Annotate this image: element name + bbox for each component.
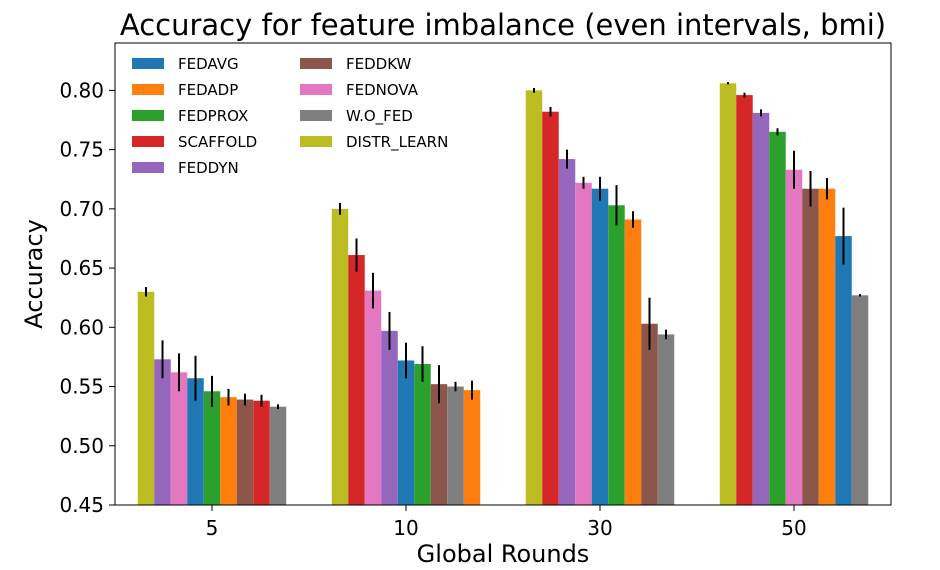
x-tick-label: 10 — [393, 516, 418, 540]
bar-feddkw-round-30 — [641, 324, 658, 505]
bar-w-o-fed-round-30 — [658, 334, 675, 505]
bar-fedadp-round-50 — [819, 189, 836, 505]
bar-fednova-round-50 — [786, 170, 803, 505]
legend-label-fednova: FEDNOVA — [346, 81, 419, 99]
legend-label-fedprox: FEDPROX — [178, 107, 248, 125]
legend-swatch-fednova — [300, 84, 332, 95]
bar-fedadp-round-10 — [464, 390, 481, 505]
y-axis-label: Accuracy — [20, 219, 48, 329]
bar-chart: Accuracy for feature imbalance (even int… — [0, 0, 940, 570]
legend-label-w-o-fed: W.O_FED — [346, 107, 413, 126]
legend-swatch-fedadp — [132, 84, 164, 95]
bar-fedprox-round-50 — [769, 132, 786, 505]
bar-feddyn-round-50 — [753, 113, 770, 505]
bar-scaffold-round-30 — [542, 112, 559, 505]
bar-fedprox-round-5 — [204, 391, 221, 505]
legend: FEDAVG FEDADP FEDPROX SCAFFOLD FEDDYN FEDDKW F… — [132, 55, 448, 177]
bar-fedprox-round-10 — [414, 364, 431, 505]
legend-swatch-feddyn — [132, 162, 164, 173]
legend-swatch-distr-learn — [300, 136, 332, 147]
legend-label-fedadp: FEDADP — [178, 81, 238, 99]
bar-w-o-fed-round-5 — [270, 407, 287, 505]
bar-fedadp-round-5 — [220, 397, 237, 505]
y-tick-label: 0.80 — [59, 78, 104, 102]
bar-distr-learn-round-30 — [526, 90, 543, 505]
y-tick-label: 0.55 — [59, 375, 104, 399]
bar-distr-learn-round-10 — [332, 209, 349, 505]
bar-scaffold-round-5 — [253, 401, 270, 505]
bar-fedadp-round-30 — [625, 220, 642, 505]
y-tick-label: 0.65 — [59, 256, 104, 280]
y-tick-label: 0.45 — [59, 493, 104, 517]
x-tick-label: 5 — [206, 516, 219, 540]
bar-scaffold-round-10 — [348, 255, 365, 505]
bar-fedavg-round-30 — [592, 189, 609, 505]
legend-label-fedavg: FEDAVG — [178, 55, 239, 73]
bar-fednova-round-10 — [365, 291, 382, 505]
bar-feddyn-round-30 — [559, 159, 576, 505]
legend-label-feddyn: FEDDYN — [178, 159, 239, 177]
chart-title: Accuracy for feature imbalance (even int… — [120, 8, 886, 42]
legend-swatch-scaffold — [132, 136, 164, 147]
x-tick-label: 30 — [587, 516, 612, 540]
y-tick-label: 0.60 — [59, 315, 104, 339]
y-tick-label: 0.50 — [59, 434, 104, 458]
bar-fednova-round-30 — [575, 183, 592, 505]
bar-fedprox-round-30 — [608, 205, 625, 505]
bar-fedavg-round-50 — [835, 236, 852, 505]
legend-label-feddkw: FEDDKW — [346, 55, 412, 73]
legend-swatch-feddkw — [300, 58, 332, 69]
x-tick-label: 50 — [781, 516, 806, 540]
bar-feddkw-round-50 — [802, 189, 819, 505]
legend-swatch-w-o-fed — [300, 110, 332, 121]
bar-fednova-round-5 — [171, 372, 188, 505]
legend-swatch-fedprox — [132, 110, 164, 121]
bar-feddkw-round-5 — [237, 400, 254, 505]
y-tick-label: 0.70 — [59, 197, 104, 221]
legend-label-distr-learn: DISTR_LEARN — [346, 133, 448, 152]
bar-scaffold-round-50 — [736, 95, 753, 505]
bar-w-o-fed-round-10 — [447, 387, 464, 505]
bar-w-o-fed-round-50 — [852, 295, 869, 505]
x-axis-label: Global Rounds — [417, 540, 590, 568]
bar-fedavg-round-10 — [398, 360, 415, 505]
legend-swatch-fedavg — [132, 58, 164, 69]
bar-distr-learn-round-5 — [138, 292, 155, 505]
bar-distr-learn-round-50 — [720, 83, 737, 505]
bar-feddyn-round-5 — [154, 359, 171, 505]
legend-label-scaffold: SCAFFOLD — [178, 133, 257, 151]
y-tick-label: 0.75 — [59, 138, 104, 162]
bar-feddyn-round-10 — [381, 331, 398, 505]
